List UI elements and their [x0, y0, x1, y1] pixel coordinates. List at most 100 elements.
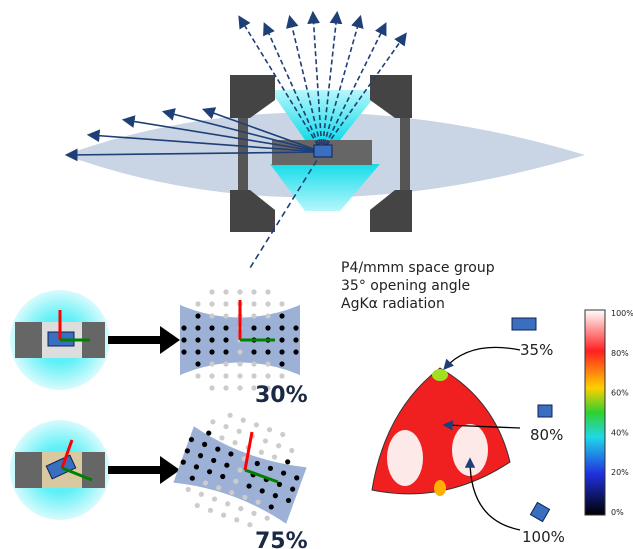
reflection	[279, 361, 285, 367]
reflection	[293, 337, 299, 343]
reflection	[265, 349, 271, 355]
arrow	[108, 456, 180, 484]
reflection	[185, 486, 191, 493]
annotation: P4/mmm space group	[341, 260, 495, 276]
reflection	[223, 349, 229, 355]
reflection	[189, 475, 195, 481]
reflection	[280, 470, 287, 476]
reflection	[265, 289, 271, 295]
low-region	[434, 480, 446, 496]
reflection	[211, 457, 217, 464]
reflection	[195, 337, 201, 343]
cell-diagram	[64, 10, 585, 269]
reflection	[227, 412, 233, 418]
orientation-1: 30%	[10, 289, 308, 408]
reflection	[255, 499, 261, 505]
reflection	[279, 349, 285, 355]
reflection	[237, 349, 243, 355]
reflection	[279, 313, 285, 319]
anvil-bottom	[270, 164, 380, 211]
completeness: 30%	[255, 383, 308, 408]
reflection	[237, 385, 243, 391]
pointer	[443, 346, 521, 370]
seat	[230, 190, 275, 232]
reflection	[223, 361, 229, 367]
post	[400, 110, 410, 190]
reflection	[206, 469, 213, 475]
pointer	[464, 457, 521, 531]
reflection	[279, 337, 285, 343]
reflection	[236, 428, 242, 434]
colorbar-label: 40%	[611, 428, 629, 437]
reflection	[223, 325, 229, 331]
reflection	[265, 373, 271, 379]
reflection	[293, 325, 299, 331]
reflection	[193, 464, 200, 470]
reflection	[195, 301, 201, 307]
axis	[244, 468, 279, 484]
reflection	[251, 361, 257, 367]
reflection	[242, 494, 248, 500]
reflection	[232, 440, 238, 446]
reflection	[259, 488, 265, 494]
reflection	[258, 449, 264, 455]
reflection	[223, 385, 229, 391]
reflection	[223, 373, 229, 379]
reflection	[209, 373, 215, 379]
reflection	[194, 502, 200, 509]
reflection	[202, 480, 209, 486]
reflection	[271, 454, 278, 460]
coverage	[173, 426, 307, 524]
colorbar	[584, 309, 606, 516]
reflection	[181, 349, 187, 355]
reflection	[224, 462, 230, 468]
point-label: 35%	[520, 341, 553, 359]
reflection	[202, 441, 208, 447]
reflection	[215, 446, 221, 452]
axis	[60, 439, 74, 469]
reflection	[279, 373, 285, 379]
reflection	[251, 349, 257, 355]
reflection	[272, 493, 278, 499]
reflection	[262, 438, 269, 444]
reflection	[223, 289, 229, 295]
seat	[230, 75, 275, 118]
reflection	[223, 313, 229, 319]
reflection	[209, 289, 215, 295]
reflection	[195, 361, 201, 367]
reflection	[238, 506, 244, 512]
anvil-top	[270, 90, 380, 140]
reflection	[219, 435, 225, 441]
max-region	[387, 430, 423, 486]
reflection	[198, 491, 204, 497]
reflection	[251, 325, 257, 331]
reflection	[216, 485, 222, 491]
point-label: 100%	[522, 528, 565, 546]
colorbar-label: 20%	[611, 468, 629, 477]
reflection	[237, 361, 243, 367]
reflection	[195, 313, 201, 319]
reflection	[251, 313, 257, 319]
reflection	[246, 483, 252, 489]
reflection	[251, 289, 257, 295]
reflection	[264, 515, 270, 521]
completeness-map: 35% 80% 100%	[371, 317, 565, 546]
post	[238, 110, 248, 190]
reflection	[237, 373, 243, 379]
reflection	[223, 301, 229, 307]
colorbar-label: 60%	[611, 389, 629, 398]
reflection	[220, 512, 227, 518]
max-region	[452, 424, 488, 476]
reflection	[268, 504, 274, 510]
crystal	[313, 144, 333, 158]
reflection	[267, 465, 274, 471]
reflection	[210, 419, 216, 425]
reflection	[228, 451, 234, 457]
reflection	[253, 422, 260, 428]
reflection	[247, 522, 253, 528]
reflection	[209, 349, 215, 355]
reflection	[237, 289, 243, 295]
reflection	[180, 459, 186, 465]
axis	[243, 431, 254, 471]
reflection	[290, 486, 296, 492]
